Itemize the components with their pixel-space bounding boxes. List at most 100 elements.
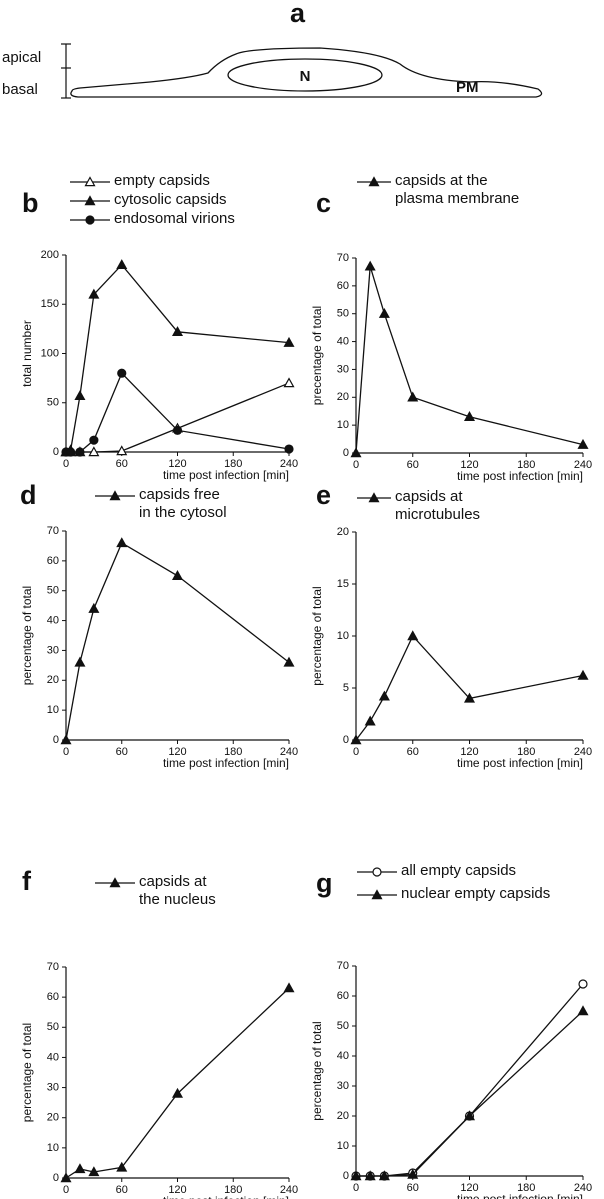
- axis: [355, 966, 583, 1177]
- marker: [88, 446, 100, 457]
- y-tick-label: 100: [41, 347, 59, 359]
- marker: [283, 336, 295, 347]
- legend-marker: [368, 176, 380, 187]
- marker: [364, 1170, 376, 1181]
- marker: [74, 1163, 86, 1174]
- y-tick-label: 0: [53, 734, 59, 746]
- bracket: [61, 43, 71, 99]
- x-axis-label: time post infection [min]: [163, 1194, 289, 1199]
- x-tick-label: 180: [224, 746, 242, 758]
- marker: [116, 259, 128, 270]
- legend-box: capsids at the plasma membrane: [395, 172, 519, 207]
- axis: [355, 532, 583, 741]
- x-tick-label: 180: [517, 1182, 535, 1194]
- x-tick-label: 60: [407, 1182, 419, 1194]
- panel-letter: c: [316, 188, 331, 218]
- y-tick-label: 150: [41, 298, 59, 310]
- marker: [117, 368, 127, 378]
- legend-label: cytosolic capsids: [114, 191, 227, 208]
- x-tick-label: 60: [116, 1184, 128, 1196]
- x-tick-label: 120: [460, 1182, 478, 1194]
- y-tick-label: 60: [337, 990, 349, 1002]
- x-tick-label: 60: [407, 459, 419, 471]
- legend-marker: [84, 176, 96, 187]
- y-tick-label: 30: [337, 1080, 349, 1092]
- legend-box: nuclear empty capsids: [401, 885, 551, 902]
- legend-label: capsids at the nucleus: [139, 873, 216, 908]
- y-tick-label: 40: [47, 614, 59, 626]
- y-tick-label: 70: [47, 961, 59, 973]
- legend-marker: [109, 490, 121, 501]
- legend-marker: [371, 889, 383, 900]
- y-axis-label: percentage of total: [20, 586, 34, 685]
- legend-label: endosomal virions: [114, 210, 235, 227]
- axis: [355, 258, 583, 454]
- x-axis-label: time post infection [min]: [457, 756, 583, 770]
- legend-box: capsids at microtubules: [395, 488, 481, 523]
- marker: [89, 435, 99, 445]
- legend-label: capsids at microtubules: [395, 488, 481, 523]
- y-tick-label: 20: [337, 526, 349, 538]
- x-tick-label: 60: [407, 746, 419, 758]
- series-line: [65, 542, 290, 741]
- y-tick-label: 60: [337, 280, 349, 292]
- y-tick-label: 0: [53, 446, 59, 458]
- legend-marker: [368, 492, 380, 503]
- marker: [463, 1110, 476, 1121]
- legend-marker: [85, 215, 95, 225]
- x-tick-label: 120: [168, 458, 186, 470]
- marker: [88, 1166, 100, 1177]
- y-tick-label: 10: [337, 419, 349, 431]
- x-tick-label: 0: [353, 746, 359, 758]
- x-tick-label: 240: [574, 746, 592, 758]
- legend-marker: [84, 195, 96, 206]
- cell-outline: [70, 47, 543, 98]
- x-tick-label: 240: [280, 458, 298, 470]
- y-tick-label: 200: [41, 249, 59, 261]
- series-line: [356, 1010, 584, 1177]
- legend-box: all empty capsids: [401, 862, 516, 879]
- marker: [116, 1161, 128, 1172]
- x-tick-label: 240: [280, 746, 298, 758]
- marker: [350, 1170, 362, 1181]
- x-tick-label: 120: [168, 746, 186, 758]
- panel-letter: f: [22, 866, 32, 896]
- x-tick-label: 240: [574, 459, 592, 471]
- legend-label: nuclear empty capsids: [401, 885, 551, 902]
- marker: [88, 288, 100, 299]
- marker: [171, 570, 184, 580]
- x-tick-label: 120: [460, 746, 478, 758]
- y-tick-label: 20: [47, 674, 59, 686]
- legend-box: endosomal virions: [114, 210, 235, 227]
- x-tick-label: 180: [224, 458, 242, 470]
- y-tick-label: 10: [337, 630, 349, 642]
- y-tick-label: 70: [337, 960, 349, 972]
- x-axis-label: time post infection [min]: [457, 1192, 583, 1199]
- marker: [378, 307, 390, 318]
- marker: [350, 447, 362, 458]
- legend-box: capsids free in the cytosol: [139, 486, 227, 521]
- x-tick-label: 180: [517, 746, 535, 758]
- axis: [65, 967, 289, 1179]
- y-tick-label: 50: [47, 585, 59, 597]
- y-tick-label: 50: [47, 397, 59, 409]
- y-tick-label: 70: [47, 525, 59, 537]
- y-tick-label: 50: [337, 308, 349, 320]
- series-line: [65, 987, 290, 1179]
- nucleus-label: N: [300, 68, 311, 85]
- x-tick-label: 120: [460, 459, 478, 471]
- marker: [75, 447, 85, 457]
- x-axis-label: time post infection [min]: [163, 756, 289, 770]
- panel-letter: g: [316, 868, 333, 898]
- y-tick-label: 60: [47, 991, 59, 1003]
- marker: [88, 602, 100, 613]
- y-tick-label: 0: [343, 1170, 349, 1182]
- y-axis-label: precentage of total: [310, 306, 324, 405]
- marker: [74, 656, 86, 667]
- x-axis-label: time post infection [min]: [457, 469, 583, 483]
- marker: [283, 377, 295, 388]
- y-tick-label: 30: [337, 363, 349, 375]
- x-tick-label: 0: [353, 459, 359, 471]
- y-tick-label: 20: [337, 1110, 349, 1122]
